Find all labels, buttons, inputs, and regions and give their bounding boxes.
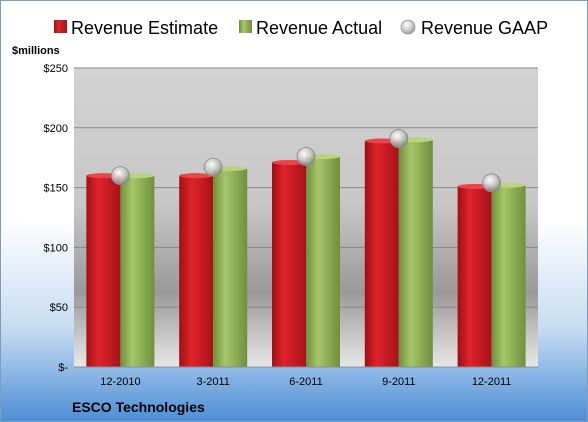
bar-revenue-estimate-cap: [179, 173, 214, 179]
x-tick-label: 9-2011: [382, 376, 415, 388]
gaap-markers: [111, 129, 502, 193]
bar-revenue-actual: [491, 185, 526, 367]
x-tick-label: 12-2011: [472, 376, 512, 388]
y-tick-label: $100: [44, 242, 68, 254]
legend-label-revenue-gaap: Revenue GAAP: [421, 18, 548, 38]
marker-revenue-gaap: [203, 157, 223, 177]
x-tick-label: 6-2011: [289, 376, 322, 388]
legend-item-revenue-estimate: Revenue Estimate: [54, 18, 218, 38]
bar-revenue-estimate-cap: [272, 159, 306, 165]
bars: [86, 137, 526, 367]
legend-label-revenue-estimate: Revenue Estimate: [71, 18, 218, 38]
y-axis-unit-label: $millions: [12, 45, 60, 57]
legend-swatch-revenue-estimate: [54, 20, 67, 33]
marker-revenue-gaap: [296, 147, 316, 166]
bar-revenue-actual: [398, 139, 433, 367]
x-tick-label: 12-2010: [100, 376, 140, 388]
y-tick-label: $50: [50, 302, 68, 314]
legend-label-revenue-actual: Revenue Actual: [256, 18, 382, 38]
legend-swatch-revenue-gaap: [400, 19, 416, 35]
bar-revenue-estimate: [179, 175, 214, 367]
y-tick-label: $200: [44, 123, 68, 135]
y-tick-label: $-: [58, 362, 68, 374]
legend: Revenue Estimate Revenue Actual Revenue …: [54, 18, 548, 38]
bar-revenue-estimate: [364, 140, 399, 367]
bar-revenue-actual: [306, 156, 340, 367]
company-label: ESCO Technologies: [72, 399, 205, 415]
x-tick-label: 3-2011: [196, 376, 229, 388]
x-axis-ticks: 12-2010 3-2011 6-2011 9-2011 12-2011: [100, 376, 511, 388]
y-tick-label: $250: [44, 63, 68, 75]
y-axis-ticks: $- $50 $100 $150 $200 $250: [44, 63, 69, 374]
legend-item-revenue-actual: Revenue Actual: [239, 18, 382, 38]
legend-item-revenue-gaap: Revenue GAAP: [400, 18, 548, 38]
bar-revenue-estimate: [457, 186, 492, 367]
legend-swatch-revenue-actual: [239, 20, 252, 33]
bar-revenue-estimate: [272, 162, 306, 367]
marker-revenue-gaap: [389, 129, 409, 148]
marker-revenue-gaap: [111, 166, 130, 186]
bar-revenue-estimate: [86, 175, 121, 367]
bar-revenue-actual: [213, 168, 248, 367]
y-tick-label: $150: [44, 183, 68, 195]
marker-revenue-gaap: [482, 173, 502, 193]
bar-revenue-actual: [120, 175, 155, 367]
